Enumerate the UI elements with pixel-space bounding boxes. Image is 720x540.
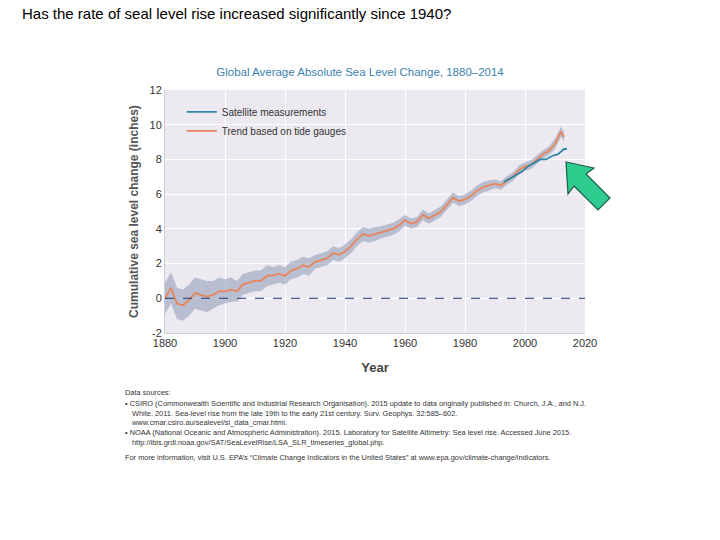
svg-text:Trend based on tide gauges: Trend based on tide gauges: [222, 126, 346, 137]
svg-text:10: 10: [150, 119, 162, 131]
svg-text:1940: 1940: [333, 337, 357, 349]
svg-text:2020: 2020: [573, 337, 597, 349]
svg-text:8: 8: [156, 153, 162, 165]
html-text:Has the rate of seal level ris: Has the rate of seal level rise increase…: [22, 5, 452, 22]
html-text:For more information, visit U.: For more information, visit U.S. EPA’s “…: [125, 452, 551, 462]
svg-text:Year: Year: [361, 360, 388, 375]
svg-text:Global Average Absolute Sea Le: Global Average Absolute Sea Level Change…: [216, 66, 504, 78]
html-text:• NOAA (National Oceanic and A: • NOAA (National Oceanic and Atmospheric…: [125, 428, 572, 447]
svg-text:1900: 1900: [213, 337, 237, 349]
html-text:• CSIRO (Commonwealth Scientif: • CSIRO (Commonwealth Scientific and Ind…: [125, 398, 586, 428]
svg-text:2000: 2000: [513, 337, 537, 349]
svg-text:1960: 1960: [393, 337, 417, 349]
svg-text:1980: 1980: [453, 337, 477, 349]
svg-text:-2: -2: [152, 327, 162, 339]
svg-text:6: 6: [156, 188, 162, 200]
svg-text:1920: 1920: [273, 337, 297, 349]
svg-text:1880: 1880: [153, 337, 177, 349]
svg-text:Satellite measurements: Satellite measurements: [222, 107, 326, 118]
svg-text:12: 12: [150, 84, 162, 96]
svg-text:4: 4: [156, 223, 162, 235]
html-text:Data sources:: Data sources:: [125, 388, 171, 397]
svg-text:0: 0: [156, 292, 162, 304]
svg-text:2: 2: [156, 257, 162, 269]
svg-text:Cumulative sea level change (i: Cumulative sea level change (inches): [127, 105, 141, 318]
